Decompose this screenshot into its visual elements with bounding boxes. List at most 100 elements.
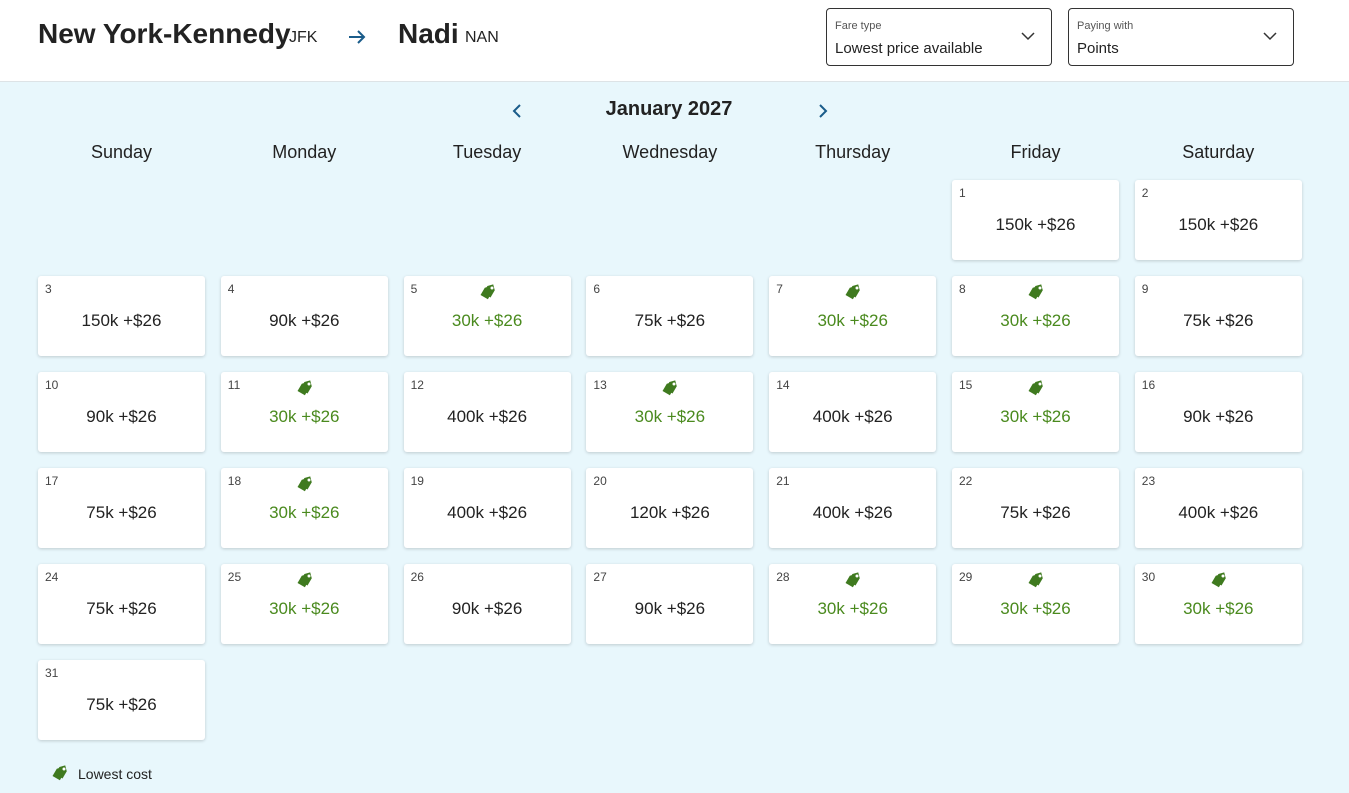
day-number: 24 [45, 570, 59, 584]
day-cell[interactable]: 18 30k +$26 [220, 468, 388, 548]
day-cell[interactable]: 28 30k +$26 [769, 564, 937, 644]
lowest-cost-icon [1028, 284, 1043, 300]
fare-type-select[interactable]: Fare type Lowest price available [826, 8, 1052, 66]
prev-month[interactable] [509, 102, 525, 120]
day-price: 30k +$26 [1183, 599, 1254, 618]
day-price: 90k +$26 [634, 599, 706, 618]
day-number: 5 [410, 282, 418, 296]
day-price: 30k +$26 [1000, 599, 1071, 618]
day-price: 150k +$26 [995, 215, 1076, 234]
day-cell[interactable]: 14 400k +$26 [769, 372, 937, 452]
day-price: 90k +$26 [269, 311, 340, 330]
day-number: 19 [410, 474, 424, 488]
fare-type-value: Lowest price available [835, 40, 983, 57]
day-cell[interactable]: 3 150k +$26 [38, 276, 205, 356]
day-number: 25 [227, 570, 242, 584]
day-cell[interactable]: 2 150k +$26 [1134, 180, 1302, 260]
day-price: 30k +$26 [269, 599, 340, 618]
day-cell[interactable]: 11 30k +$26 [220, 372, 388, 452]
tag-wrap [660, 379, 680, 402]
day-cell[interactable]: 12 400k +$26 [403, 372, 571, 452]
weekday-label: Tuesday [452, 142, 522, 162]
day-number: 7 [776, 282, 783, 296]
day-cell[interactable]: 24 75k +$26 [38, 564, 205, 644]
day-cell[interactable]: 29 30k +$26 [952, 564, 1119, 644]
day-price: 75k +$26 [86, 503, 157, 522]
tag-wrap [1209, 571, 1229, 594]
day-cell[interactable]: 13 30k +$26 [586, 372, 754, 452]
paying-with-select[interactable]: Paying with Points [1068, 8, 1294, 66]
day-cell[interactable]: 30 30k +$26 [1134, 564, 1302, 644]
day-price: 120k +$26 [629, 503, 710, 522]
day-number: 28 [776, 570, 790, 584]
day-cell[interactable]: 15 30k +$26 [952, 372, 1119, 452]
paying-with-label: Paying with [1077, 20, 1134, 32]
day-cell[interactable]: 31 75k +$26 [38, 660, 205, 740]
day-price: 90k +$26 [1183, 407, 1254, 426]
day-number: 21 [776, 474, 790, 488]
day-cell[interactable]: 17 75k +$26 [38, 468, 205, 548]
day-price: 30k +$26 [817, 599, 888, 618]
fare-type-label: Fare type [835, 20, 882, 32]
day-price: 90k +$26 [451, 599, 523, 618]
day-number: 31 [45, 666, 59, 680]
day-price: 400k +$26 [812, 407, 893, 426]
day-number: 12 [410, 378, 424, 392]
day-cell[interactable]: 16 90k +$26 [1134, 372, 1302, 452]
day-number: 4 [227, 282, 235, 296]
destination-city: Nadi [398, 18, 459, 49]
lowest-cost-icon [1028, 380, 1043, 396]
day-cell[interactable]: 5 30k +$26 [403, 276, 571, 356]
destination-code: NAN [465, 29, 499, 46]
day-number: 2 [1141, 186, 1149, 200]
day-number: 8 [959, 282, 966, 296]
day-price: 400k +$26 [447, 407, 528, 426]
day-number: 27 [593, 570, 607, 584]
tag-wrap [478, 283, 498, 306]
day-number: 23 [1141, 474, 1156, 488]
tag-wrap [1026, 571, 1046, 594]
day-price: 30k +$26 [269, 503, 340, 522]
day-number: 30 [1141, 570, 1156, 584]
day-cell[interactable]: 27 90k +$26 [586, 564, 754, 644]
day-cell[interactable]: 21 400k +$26 [769, 468, 937, 548]
weekday-label: Wednesday [622, 142, 718, 162]
day-cell[interactable]: 22 75k +$26 [952, 468, 1119, 548]
day-price: 75k +$26 [1183, 311, 1254, 330]
day-cell[interactable]: 20 120k +$26 [586, 468, 754, 548]
lowest-cost-icon [297, 380, 312, 396]
day-number: 6 [593, 282, 601, 296]
lowest-cost-icon [845, 284, 860, 300]
day-cell[interactable]: 25 30k +$26 [220, 564, 388, 644]
day-cell[interactable]: 26 90k +$26 [403, 564, 571, 644]
legend-label: Lowest cost [78, 766, 152, 782]
lowest-cost-icon [52, 765, 67, 781]
day-cell[interactable]: 23 400k +$26 [1134, 468, 1302, 548]
lowest-cost-icon [1028, 572, 1043, 588]
day-price: 150k +$26 [1178, 215, 1259, 234]
day-cell[interactable]: 1 150k +$26 [952, 180, 1119, 260]
day-cell[interactable]: 8 30k +$26 [952, 276, 1119, 356]
paying-with-value: Points [1077, 40, 1119, 57]
day-price: 30k +$26 [1000, 407, 1071, 426]
lowest-cost-icon [480, 284, 495, 300]
day-cell[interactable]: 6 75k +$26 [586, 276, 754, 356]
day-cell[interactable]: 19 400k +$26 [403, 468, 571, 548]
day-cell[interactable]: 4 90k +$26 [220, 276, 388, 356]
month-title: January 2027 [605, 98, 733, 120]
tag-wrap [1026, 283, 1046, 306]
day-price: 400k +$26 [447, 503, 528, 522]
day-number: 29 [959, 570, 973, 584]
tag-wrap [843, 571, 863, 594]
day-cell[interactable]: 10 90k +$26 [38, 372, 205, 452]
day-price: 75k +$26 [1000, 503, 1071, 522]
day-cell[interactable]: 9 75k +$26 [1134, 276, 1302, 356]
weekday-label: Friday [1010, 142, 1061, 162]
day-price: 400k +$26 [812, 503, 893, 522]
day-number: 20 [593, 474, 607, 488]
day-price: 30k +$26 [1000, 311, 1071, 330]
day-number: 17 [45, 474, 59, 488]
next-month[interactable] [815, 102, 831, 120]
day-cell[interactable]: 7 30k +$26 [769, 276, 937, 356]
